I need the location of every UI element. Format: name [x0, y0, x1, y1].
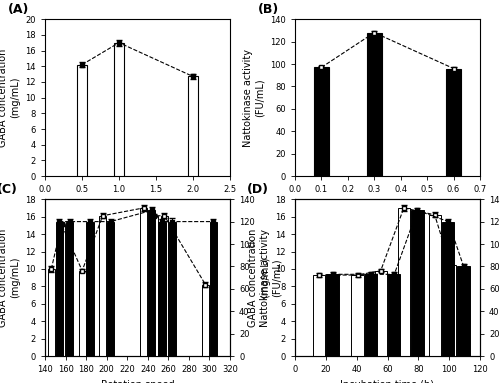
- X-axis label: MSG (%): MSG (%): [116, 200, 158, 210]
- Bar: [374, 271, 387, 356]
- Bar: [458, 267, 470, 356]
- Bar: [86, 222, 94, 356]
- Bar: [99, 216, 106, 356]
- Bar: [77, 65, 87, 176]
- Bar: [428, 215, 441, 356]
- Bar: [58, 224, 65, 356]
- Bar: [140, 208, 147, 356]
- Bar: [398, 208, 410, 356]
- Y-axis label: GABA concentration
(mg/mL): GABA concentration (mg/mL): [248, 229, 270, 327]
- X-axis label: Rotation speed
(rpm): Rotation speed (rpm): [100, 380, 174, 383]
- Text: (C): (C): [0, 183, 18, 196]
- Bar: [107, 222, 114, 356]
- X-axis label: Incubation time (h): Incubation time (h): [340, 380, 434, 383]
- Y-axis label: Nattokinase activity
(FU/mL): Nattokinase activity (FU/mL): [260, 229, 282, 327]
- Bar: [168, 222, 176, 356]
- Bar: [148, 210, 156, 356]
- Bar: [202, 285, 209, 356]
- Bar: [411, 210, 424, 356]
- Text: (B): (B): [258, 3, 279, 16]
- Bar: [367, 33, 382, 176]
- Bar: [56, 222, 63, 356]
- Bar: [313, 275, 325, 356]
- Bar: [48, 269, 55, 356]
- Bar: [444, 265, 456, 356]
- X-axis label: CaCl$_2$ (%): CaCl$_2$ (%): [364, 200, 412, 213]
- Text: (A): (A): [8, 3, 30, 16]
- Bar: [150, 216, 158, 356]
- Text: (D): (D): [247, 183, 269, 196]
- Bar: [210, 222, 217, 356]
- Bar: [388, 274, 400, 356]
- Bar: [326, 274, 339, 356]
- Bar: [188, 77, 198, 176]
- Bar: [66, 222, 73, 356]
- Bar: [314, 67, 328, 176]
- Bar: [446, 69, 461, 176]
- Y-axis label: GABA concentration
(mg/mL): GABA concentration (mg/mL): [0, 229, 20, 327]
- Bar: [365, 274, 378, 356]
- Bar: [352, 275, 364, 356]
- Y-axis label: GABA concentration
(mg/mL): GABA concentration (mg/mL): [0, 49, 20, 147]
- Bar: [442, 222, 454, 356]
- Bar: [78, 271, 86, 356]
- Bar: [114, 43, 124, 176]
- Y-axis label: Nattokinase activity
(FU/mL): Nattokinase activity (FU/mL): [243, 49, 264, 147]
- Bar: [161, 216, 168, 356]
- Bar: [158, 222, 166, 356]
